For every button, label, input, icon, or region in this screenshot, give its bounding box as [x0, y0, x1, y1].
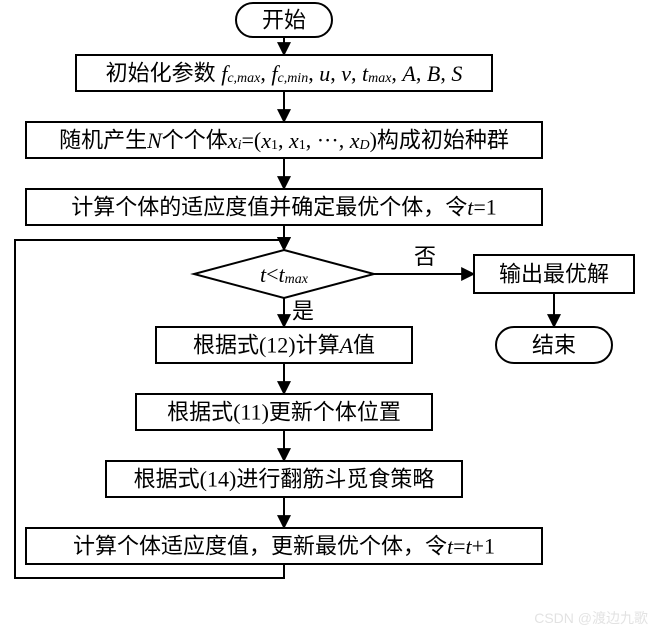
- node-rand-label: 随机产生N个个体xi=(x1, x1, ···, xD)构成初始种群: [59, 128, 509, 153]
- node-start-label: 开始: [262, 8, 306, 33]
- node-cond-label: t<tmax: [260, 262, 309, 287]
- node-fit2: 计算个体适应度值，更新最优个体，令t=t+1: [26, 528, 542, 564]
- node-rand: 随机产生N个个体xi=(x1, x1, ···, xD)构成初始种群: [26, 122, 542, 158]
- node-cond: t<tmax: [194, 250, 374, 298]
- node-start: 开始: [236, 3, 332, 37]
- edge-label: 否: [414, 244, 436, 269]
- node-strat: 根据式(14)进行翻筋斗觅食策略: [106, 461, 462, 497]
- node-update-label: 根据式(11)更新个体位置: [167, 400, 401, 425]
- node-output-label: 输出最优解: [499, 262, 609, 287]
- node-update: 根据式(11)更新个体位置: [136, 394, 432, 430]
- node-calcA: 根据式(12)计算A值: [156, 327, 412, 363]
- node-calcA-label: 根据式(12)计算A值: [193, 333, 375, 358]
- node-output: 输出最优解: [474, 255, 634, 293]
- node-init: 初始化参数 fc,max, fc,min, u, v, tmax, A, B, …: [76, 55, 492, 91]
- node-fit1-label: 计算个体的适应度值并确定最优个体，令t=1: [71, 195, 497, 220]
- node-strat-label: 根据式(14)进行翻筋斗觅食策略: [134, 467, 435, 492]
- node-init-label: 初始化参数 fc,max, fc,min, u, v, tmax, A, B, …: [106, 61, 463, 86]
- node-end-label: 结束: [532, 333, 576, 358]
- node-end: 结束: [496, 327, 612, 363]
- node-fit1: 计算个体的适应度值并确定最优个体，令t=1: [26, 189, 542, 225]
- watermark: CSDN @渡边九歌: [534, 610, 648, 626]
- edge-label: 是: [292, 299, 314, 324]
- node-fit2-label: 计算个体适应度值，更新最优个体，令t=t+1: [73, 534, 495, 559]
